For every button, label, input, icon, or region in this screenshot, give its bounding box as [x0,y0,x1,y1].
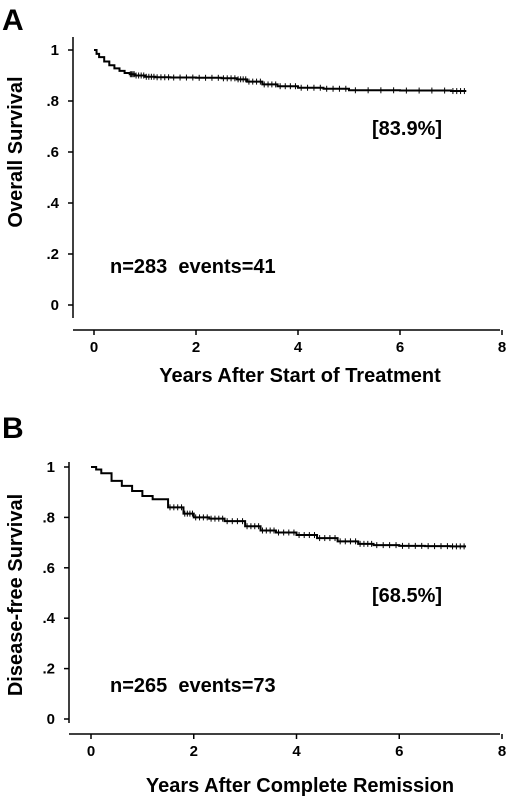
chart-b-svg: B Disease-free Survival 0 .2 .4 .6 .8 1 0 2 4 6 8… [2,412,506,797]
x-tick-label-a-4: 8 [498,339,506,356]
y-tick-label-b-4: .8 [42,509,55,526]
chart-a-svg: A Overall Survival 0 .2 .4 .6 .8 1 0 2 4 6 8 Year… [2,4,506,387]
x-tick-label-b-1: 2 [190,743,198,760]
final-estimate-a: [83.9%] [372,118,442,140]
survival-line-b [91,466,467,548]
censor-marks-a [129,71,465,95]
y-tick-label-b-2: .4 [42,610,55,627]
sample-events-b: n=265 events=73 [110,675,276,697]
y-tick-label-b-5: 1 [47,459,55,476]
x-tick-label-b-3: 6 [395,743,403,760]
y-tick-label-b-3: .6 [42,560,55,577]
sample-events-a: n=283 events=41 [110,256,276,278]
x-tick-label-b-2: 4 [292,743,301,760]
x-ticks-b: 0 2 4 6 8 [87,734,506,760]
survival-line-a [94,49,467,93]
y-tick-label-a-4: .8 [46,93,59,110]
x-tick-label-a-2: 4 [294,339,303,356]
y-tick-label-a-2: .4 [46,195,59,212]
x-tick-label-b-0: 0 [87,743,95,760]
survival-curve-b [91,466,467,550]
final-estimate-b: [68.5%] [372,585,442,607]
y-tick-label-b-1: .2 [42,661,55,678]
x-tick-label-b-4: 8 [498,743,506,760]
y-ticks-b: 0 .2 .4 .6 .8 1 [42,459,69,728]
y-tick-label-a-3: .6 [46,144,59,161]
x-tick-label-a-0: 0 [90,339,98,356]
x-axis-label-b: Years After Complete Remission [146,775,454,797]
x-axis-a: 0 2 4 6 8 [73,329,506,356]
panel-letter-b: B [2,412,24,445]
y-tick-label-a-1: .2 [46,246,59,263]
survival-curve-a [94,49,467,95]
y-ticks-a: 0 .2 .4 .6 .8 1 [46,42,73,314]
y-axis-a: 0 .2 .4 .6 .8 1 [46,37,74,318]
chart-panel-b: B Disease-free Survival 0 .2 .4 .6 .8 1 0 2 4 6 8… [0,405,520,807]
x-axis-b: 0 2 4 6 8 [69,733,506,760]
x-ticks-a: 0 2 4 6 8 [90,330,506,356]
y-axis-label-b: Disease-free Survival [5,494,27,696]
x-tick-label-a-3: 6 [396,339,404,356]
panel-letter-a: A [2,4,24,37]
y-tick-label-b-0: 0 [47,711,55,728]
y-axis-label-a: Overall Survival [5,76,27,227]
y-tick-label-a-5: 1 [51,42,59,59]
x-tick-label-a-1: 2 [192,339,200,356]
censor-marks-b [169,504,465,550]
x-axis-label-a: Years After Start of Treatment [159,365,441,387]
y-axis-b: 0 .2 .4 .6 .8 1 [42,459,70,728]
chart-panel-a: A Overall Survival 0 .2 .4 .6 .8 1 0 2 4 6 8 Year… [0,0,520,400]
y-tick-label-a-0: 0 [51,297,59,314]
